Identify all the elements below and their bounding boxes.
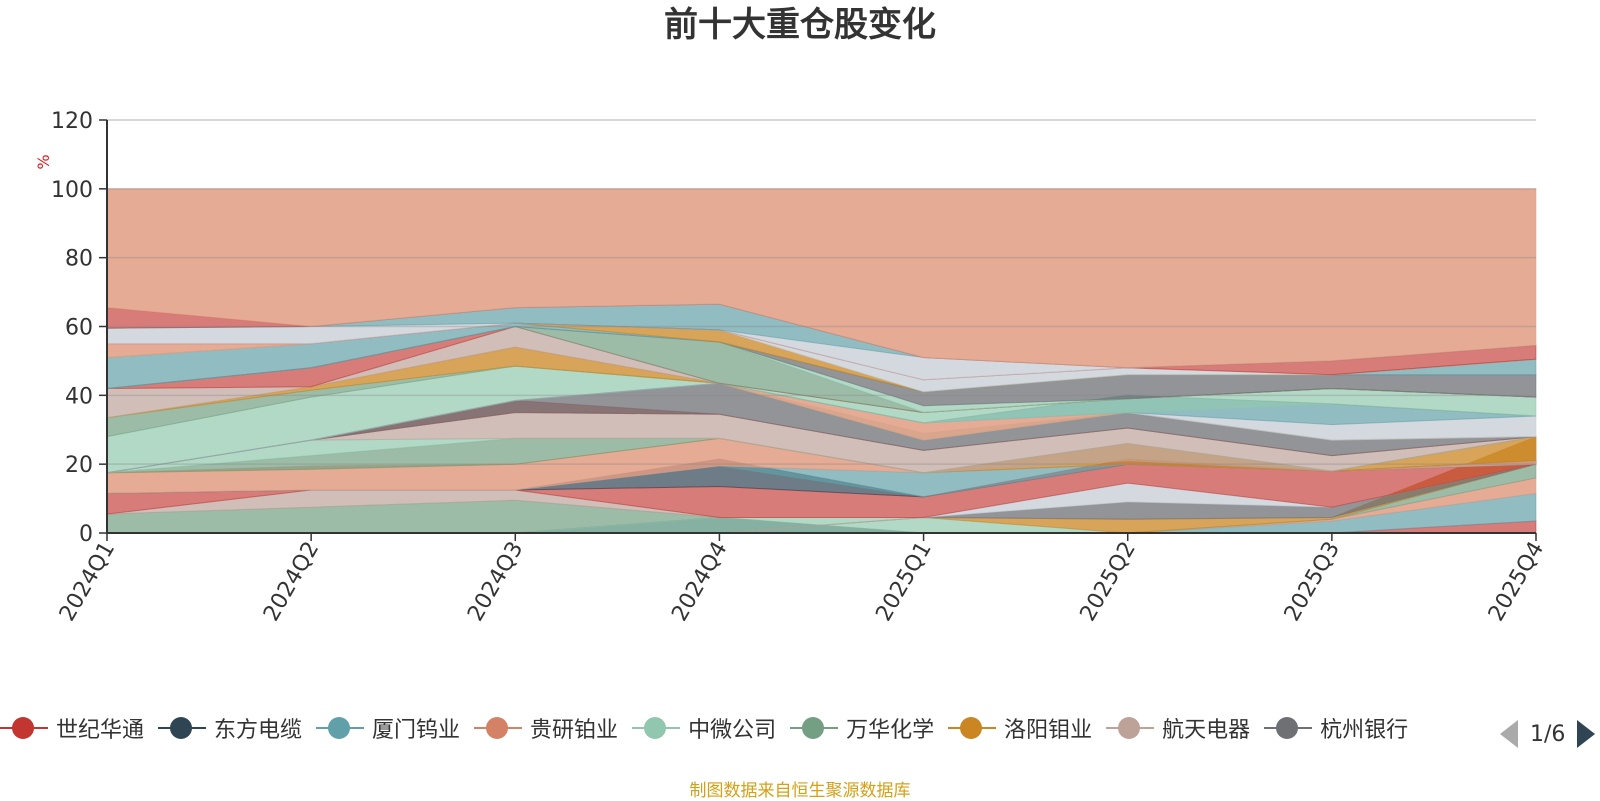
legend-item[interactable]: 洛阳钼业	[948, 712, 1092, 744]
stacked-area-chart: 前十大重仓股变化 0 20 40 60 80 100 120% 2024Q1 2024Q2 202…	[34, 5, 1549, 626]
legend-item-label: 东方电缆	[214, 718, 303, 743]
legend-marker-icon	[1106, 716, 1155, 740]
legend-item-label: 贵研铂业	[530, 718, 619, 743]
legend: 世纪华通 东方电缆 厦门钨业 贵研铂业 中微公司 万华化学 洛阳钼业 航天电器 杭州银行	[0, 712, 1490, 756]
chart-title: 前十大重仓股变化	[664, 5, 936, 45]
x-tick-label: 2024Q2	[259, 538, 324, 626]
legend-marker-icon	[316, 716, 365, 740]
legend-item-label: 中微公司	[688, 718, 777, 743]
legend-item-label: 洛阳钼业	[1004, 718, 1093, 743]
legend-item-label: 航天电器	[1162, 718, 1251, 743]
legend-item[interactable]: 东方电缆	[158, 712, 302, 744]
legend-item[interactable]: 万华化学	[790, 712, 934, 744]
x-tick-label: 2024Q4	[667, 538, 732, 626]
legend-marker-icon	[948, 716, 997, 740]
legend-item[interactable]: 航天电器	[1106, 712, 1250, 744]
x-tick-label: 2025Q3	[1280, 538, 1345, 626]
plot-area	[106, 188, 1537, 534]
y-axis-label: %	[34, 154, 53, 169]
legend-item[interactable]: 贵研铂业	[474, 712, 618, 744]
legend-item-label: 杭州银行	[1320, 718, 1409, 743]
y-tick-label: 20	[65, 453, 93, 478]
y-tick-label: 40	[65, 384, 93, 409]
y-tick-label: 60	[65, 316, 93, 341]
area-layer	[106, 188, 1537, 369]
legend-marker-icon	[790, 716, 839, 740]
y-tick-label: 120	[51, 109, 93, 134]
legend-marker-icon	[0, 716, 48, 740]
legend-marker-icon	[632, 716, 681, 740]
legend-page-number: 1/6	[1530, 721, 1566, 747]
legend-item-label: 世纪华通	[56, 718, 145, 743]
legend-pager: 1/6	[1500, 712, 1600, 756]
legend-prev-icon[interactable]	[1500, 720, 1518, 748]
y-tick-label: 100	[51, 178, 93, 203]
legend-item[interactable]: 杭州银行	[1264, 712, 1408, 744]
legend-item[interactable]: 中微公司	[632, 712, 776, 744]
legend-item-label: 万华化学	[846, 718, 935, 743]
y-tick-label: 80	[65, 247, 93, 272]
x-tick-label: 2025Q4	[1484, 538, 1549, 626]
legend-next-icon[interactable]	[1577, 720, 1596, 748]
legend-marker-icon	[158, 716, 207, 740]
legend-item[interactable]: 世纪华通	[0, 712, 144, 744]
x-tick-label: 2024Q3	[463, 538, 528, 626]
source-note: 制图数据来自恒生聚源数据库	[689, 781, 911, 801]
x-tick-label: 2025Q1	[871, 538, 936, 626]
legend-item[interactable]: 厦门钨业	[316, 712, 460, 744]
legend-item-label: 厦门钨业	[372, 718, 461, 743]
y-tick-label: 0	[79, 522, 93, 547]
legend-marker-icon	[1264, 716, 1313, 740]
x-tick-label: 2024Q1	[55, 538, 120, 626]
x-tick-label: 2025Q2	[1076, 538, 1141, 626]
legend-marker-icon	[474, 716, 523, 740]
